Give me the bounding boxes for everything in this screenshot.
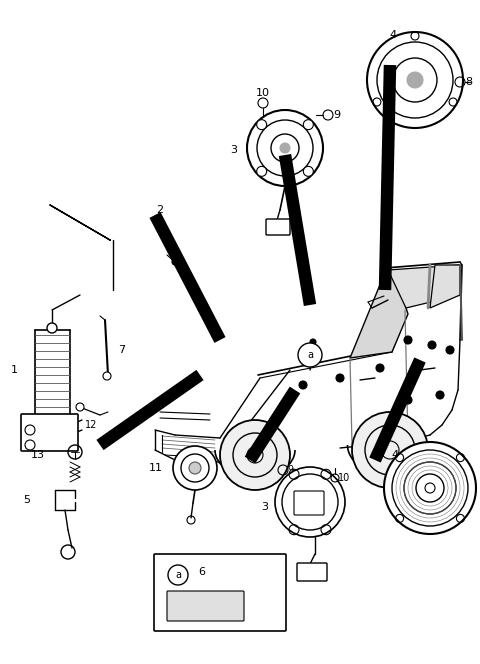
Text: 8: 8: [465, 77, 472, 87]
FancyBboxPatch shape: [266, 219, 290, 235]
Text: 3: 3: [261, 502, 268, 512]
Polygon shape: [388, 265, 460, 308]
Circle shape: [336, 374, 344, 382]
Text: 4: 4: [389, 30, 396, 40]
FancyBboxPatch shape: [21, 414, 78, 451]
FancyBboxPatch shape: [294, 491, 324, 515]
Circle shape: [303, 167, 313, 177]
FancyBboxPatch shape: [154, 554, 286, 631]
Circle shape: [168, 565, 188, 585]
Text: a: a: [175, 570, 181, 580]
Circle shape: [303, 120, 313, 129]
Circle shape: [384, 442, 476, 534]
Text: 7: 7: [118, 345, 125, 355]
Text: 12: 12: [85, 420, 97, 430]
Circle shape: [352, 412, 428, 488]
FancyBboxPatch shape: [297, 563, 327, 581]
Circle shape: [280, 143, 290, 153]
Circle shape: [299, 381, 307, 389]
Text: 10: 10: [338, 473, 350, 483]
Text: 1: 1: [11, 365, 18, 375]
Polygon shape: [350, 270, 408, 358]
Text: 3: 3: [230, 145, 237, 155]
Text: 13: 13: [31, 450, 45, 460]
Circle shape: [404, 336, 412, 344]
Circle shape: [404, 396, 412, 404]
Circle shape: [189, 462, 201, 474]
Circle shape: [257, 167, 267, 177]
Text: 9: 9: [287, 465, 293, 475]
Text: 6: 6: [198, 567, 205, 577]
Text: 10: 10: [256, 88, 270, 98]
Circle shape: [76, 403, 84, 411]
Circle shape: [258, 98, 268, 108]
Circle shape: [247, 110, 323, 186]
Text: a: a: [307, 350, 313, 360]
Circle shape: [298, 343, 322, 367]
Text: 11: 11: [149, 463, 163, 473]
Circle shape: [428, 341, 436, 349]
Circle shape: [376, 364, 384, 372]
Circle shape: [446, 346, 454, 354]
Text: 2: 2: [156, 205, 164, 215]
Circle shape: [220, 420, 290, 490]
Polygon shape: [430, 265, 460, 308]
Circle shape: [257, 120, 267, 129]
Circle shape: [436, 391, 444, 399]
Circle shape: [173, 446, 217, 490]
Circle shape: [367, 32, 463, 128]
Circle shape: [275, 467, 345, 537]
Circle shape: [47, 323, 57, 333]
Circle shape: [310, 339, 316, 345]
Circle shape: [172, 259, 178, 265]
Text: 9: 9: [333, 110, 340, 120]
Circle shape: [407, 72, 423, 88]
Text: 4: 4: [391, 450, 398, 460]
FancyBboxPatch shape: [167, 591, 244, 621]
Text: 5: 5: [23, 495, 30, 505]
Circle shape: [103, 372, 111, 380]
